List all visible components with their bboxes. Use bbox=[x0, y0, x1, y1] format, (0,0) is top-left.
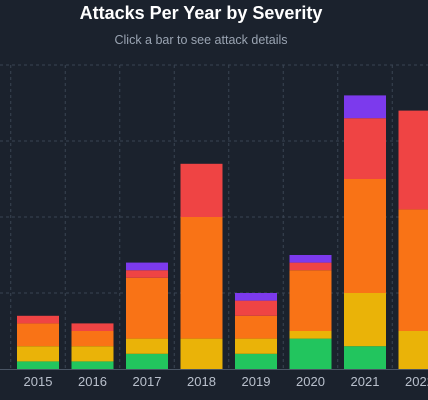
bar-segment[interactable] bbox=[289, 270, 332, 331]
bar-segment[interactable] bbox=[17, 361, 59, 369]
chart-title: Attacks Per Year by Severity bbox=[79, 3, 323, 23]
bar-segment[interactable] bbox=[71, 346, 114, 362]
bar-2022[interactable] bbox=[398, 110, 428, 369]
bar-segment[interactable] bbox=[344, 346, 386, 369]
bar-2017[interactable] bbox=[126, 262, 168, 369]
bar-2016[interactable] bbox=[71, 323, 114, 369]
bar-2021[interactable] bbox=[344, 95, 386, 369]
bar-segment[interactable] bbox=[126, 338, 168, 354]
bar-segment[interactable] bbox=[235, 338, 277, 354]
bar-2020[interactable] bbox=[289, 255, 332, 369]
bar-2018[interactable] bbox=[180, 163, 223, 369]
bar-segment[interactable] bbox=[126, 277, 168, 339]
bar-segment[interactable] bbox=[344, 179, 386, 293]
bar-2015[interactable] bbox=[17, 315, 59, 369]
bar-segment[interactable] bbox=[235, 315, 277, 339]
x-tick-label: 2018 bbox=[187, 374, 216, 389]
bar-segment[interactable] bbox=[180, 163, 223, 217]
bar-segment[interactable] bbox=[289, 262, 332, 271]
x-tick-label: 2022 bbox=[405, 374, 428, 389]
bar-segment[interactable] bbox=[126, 270, 168, 278]
bar-segment[interactable] bbox=[235, 353, 277, 369]
bar-segment[interactable] bbox=[180, 338, 223, 369]
bar-segment[interactable] bbox=[126, 262, 168, 271]
bar-segment[interactable] bbox=[17, 323, 59, 347]
bar-segment[interactable] bbox=[289, 255, 332, 263]
bar-segment[interactable] bbox=[71, 361, 114, 369]
bar-segment[interactable] bbox=[289, 331, 332, 339]
bar-segment[interactable] bbox=[71, 331, 114, 347]
bar-segment[interactable] bbox=[235, 293, 277, 301]
bar-segment[interactable] bbox=[344, 118, 386, 179]
x-tick-label: 2016 bbox=[78, 374, 107, 389]
bar-segment[interactable] bbox=[344, 95, 386, 119]
bar-2019[interactable] bbox=[235, 293, 277, 369]
bar-segment[interactable] bbox=[180, 217, 223, 339]
bar-segment[interactable] bbox=[344, 293, 386, 347]
x-tick-label: 2021 bbox=[351, 374, 380, 389]
chart-subtitle: Click a bar to see attack details bbox=[114, 33, 288, 47]
bar-segment[interactable] bbox=[398, 110, 428, 210]
bar-segment[interactable] bbox=[17, 346, 59, 362]
bar-segment[interactable] bbox=[17, 315, 59, 324]
bar-segment[interactable] bbox=[235, 300, 277, 316]
x-tick-label: 2017 bbox=[133, 374, 162, 389]
bar-segment[interactable] bbox=[289, 338, 332, 369]
bar-segment[interactable] bbox=[71, 323, 114, 331]
bar-segment[interactable] bbox=[398, 209, 428, 331]
x-tick-label: 2019 bbox=[242, 374, 271, 389]
x-tick-label: 2020 bbox=[296, 374, 325, 389]
bar-segment[interactable] bbox=[398, 331, 428, 369]
x-tick-label: 2015 bbox=[24, 374, 53, 389]
bar-segment[interactable] bbox=[126, 353, 168, 369]
